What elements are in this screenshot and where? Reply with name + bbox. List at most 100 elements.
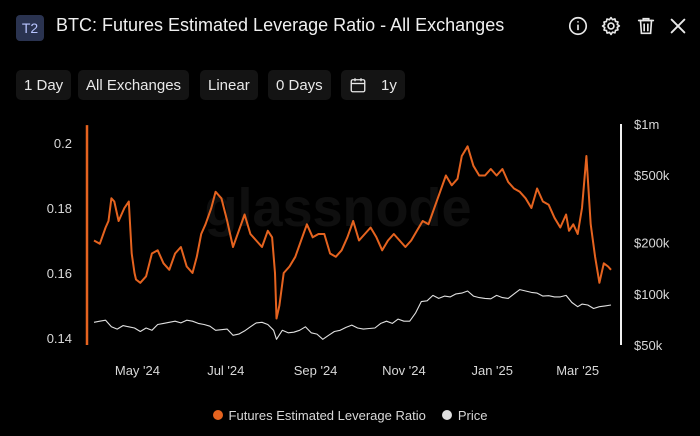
- x-tick-label: Sep '24: [294, 363, 338, 378]
- price-point: [461, 293, 462, 294]
- price-point: [363, 329, 364, 330]
- price-point: [334, 331, 335, 332]
- price-point: [374, 327, 375, 328]
- chart-title: BTC: Futures Estimated Leverage Ratio - …: [56, 15, 505, 35]
- legend-item-leverage[interactable]: Futures Estimated Leverage Ratio: [212, 408, 426, 423]
- leverage-chart[interactable]: glassnode 0.14 0.16 0.18 0.2 $50k $100k $200k $…: [0, 0, 700, 400]
- leverage-point: [519, 191, 521, 193]
- leverage-point: [439, 191, 441, 193]
- leverage-point: [145, 275, 147, 277]
- leverage-point: [387, 240, 389, 242]
- price-point: [484, 298, 485, 299]
- exchange-select[interactable]: All Exchanges: [78, 70, 190, 100]
- price-point: [276, 339, 277, 340]
- x-tick-label: May '24: [115, 363, 160, 378]
- leverage-point: [232, 246, 234, 248]
- price-point: [513, 293, 514, 294]
- leverage-point: [364, 233, 366, 235]
- leverage-point: [525, 197, 527, 199]
- close-icon[interactable]: [666, 14, 690, 38]
- price-point: [117, 329, 118, 330]
- leverage-point: [192, 272, 194, 274]
- leverage-point: [341, 249, 343, 251]
- price-point: [273, 330, 274, 331]
- price-point: [599, 306, 600, 307]
- leverage-point: [211, 207, 213, 209]
- leverage-point: [536, 188, 538, 190]
- leverage-point: [140, 282, 142, 284]
- price-point: [163, 323, 164, 324]
- leverage-point: [610, 269, 612, 271]
- chart-legend: Futures Estimated Leverage Ratio Price: [0, 404, 700, 426]
- price-point: [227, 329, 228, 330]
- leverage-point: [352, 220, 354, 222]
- price-point: [203, 324, 204, 325]
- leverage-point: [451, 184, 453, 186]
- legend-item-price[interactable]: Price: [441, 408, 487, 423]
- leverage-point: [274, 272, 276, 274]
- leverage-point: [163, 262, 165, 264]
- price-point: [221, 329, 222, 330]
- leverage-point: [457, 178, 459, 180]
- leverage-point: [99, 243, 101, 245]
- leverage-point: [594, 256, 596, 258]
- y-left-tick-label: 0.2: [54, 136, 72, 151]
- leverage-point: [271, 236, 273, 238]
- price-point: [267, 324, 268, 325]
- price-point: [432, 295, 433, 296]
- price-point: [403, 321, 404, 322]
- price-point: [209, 326, 210, 327]
- price-point: [519, 289, 520, 290]
- price-point: [571, 302, 572, 303]
- leverage-point: [261, 246, 263, 248]
- trash-icon[interactable]: [634, 14, 658, 38]
- price-point: [157, 324, 158, 325]
- gear-icon[interactable]: [599, 14, 623, 38]
- price-point: [169, 322, 170, 323]
- leverage-point: [238, 230, 240, 232]
- price-point: [105, 320, 106, 321]
- price-point: [287, 332, 288, 333]
- resolution-select[interactable]: 1 Day: [16, 70, 72, 100]
- date-range-button[interactable]: 1y: [341, 70, 405, 100]
- leverage-point: [93, 240, 95, 242]
- leverage-point: [124, 207, 126, 209]
- price-point: [244, 330, 245, 331]
- leverage-point: [205, 223, 207, 225]
- price-point: [316, 333, 317, 334]
- leverage-point: [111, 197, 113, 199]
- price-point: [322, 339, 323, 340]
- leverage-point: [565, 214, 567, 216]
- sma-select[interactable]: 0 Days: [268, 70, 331, 100]
- price-point: [490, 298, 491, 299]
- scale-select[interactable]: Linear: [200, 70, 258, 100]
- leverage-point: [196, 256, 198, 258]
- x-tick-label: Jul '24: [207, 363, 244, 378]
- leverage-point: [502, 168, 504, 170]
- leverage-point: [174, 253, 176, 255]
- price-point: [502, 297, 503, 298]
- price-line: [93, 289, 612, 340]
- leverage-point: [118, 220, 120, 222]
- price-point: [180, 322, 181, 323]
- price-point: [444, 296, 445, 297]
- info-icon[interactable]: [566, 14, 590, 38]
- price-point: [415, 313, 416, 314]
- price-point: [345, 327, 346, 328]
- leverage-point: [370, 227, 372, 229]
- leverage-point: [294, 256, 296, 258]
- chart-toolbar: 1 Day All Exchanges Linear 0 Days 1y: [0, 68, 700, 102]
- leverage-point: [590, 223, 592, 225]
- price-point: [99, 321, 100, 322]
- price-point: [421, 301, 422, 302]
- leverage-point: [405, 246, 407, 248]
- leverage-point: [279, 305, 281, 307]
- leverage-point: [381, 249, 383, 251]
- y-right-tick-label: $50k: [634, 338, 663, 353]
- leverage-point: [507, 181, 509, 183]
- leverage-point: [422, 220, 424, 222]
- price-point: [328, 335, 329, 336]
- price-point: [587, 304, 588, 305]
- leverage-point: [607, 266, 609, 268]
- leverage-point: [554, 217, 556, 219]
